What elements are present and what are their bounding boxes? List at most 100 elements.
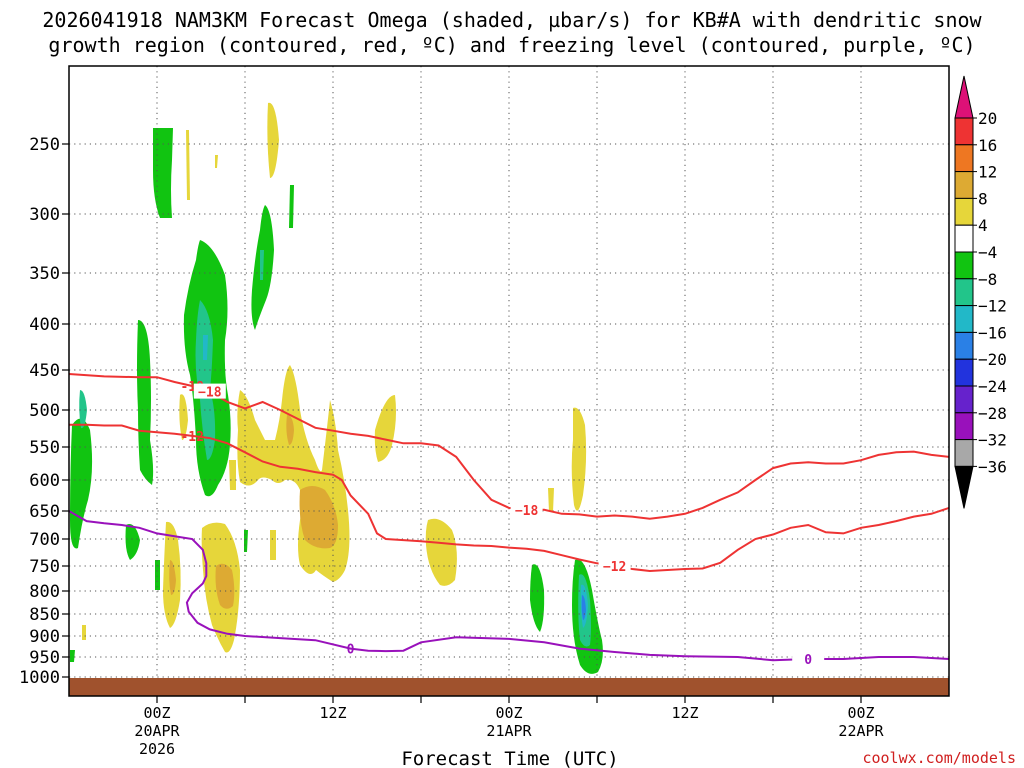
- colorbar-label: −28: [978, 404, 1007, 423]
- omega-band-green: [244, 530, 248, 552]
- x-tick-label: 12Z: [319, 704, 346, 722]
- contour-label--12: -12: [180, 430, 203, 445]
- omega-band-green: [70, 650, 75, 662]
- omega-shading: [70, 102, 603, 674]
- y-tick-label: 500: [29, 401, 60, 421]
- omega-band-orange: [215, 563, 235, 609]
- contour-label--18: −18: [515, 504, 539, 519]
- colorbar-label: 4: [978, 216, 988, 235]
- omega-band-orange: [299, 486, 338, 549]
- contour-label-0: 0: [347, 643, 355, 658]
- colorbar-band: [954, 439, 974, 467]
- omega-band-green: [153, 128, 173, 218]
- omega-band-yellow: [267, 102, 279, 178]
- x-tick-label: 2026: [139, 740, 175, 758]
- colorbar-band: [954, 144, 974, 173]
- colorbar-band: [954, 251, 974, 280]
- contour-lines: -18-120−18−18−120: [68, 373, 950, 668]
- omega-band-cyan: [203, 335, 208, 360]
- colorbar-band: [954, 358, 974, 387]
- omega-band-yellow: [229, 460, 236, 490]
- omega-band-yellow: [270, 530, 276, 560]
- contour-label-0: 0: [804, 653, 812, 668]
- contour-label-bg: [510, 501, 543, 517]
- colorbar-band: [954, 278, 974, 307]
- chart-title-line2: growth region (contoured, red, ºC) and f…: [48, 33, 975, 57]
- contour-line--12: [69, 423, 950, 573]
- x-tick-label: 00Z: [143, 704, 170, 722]
- colorbar-top-arrow: [954, 75, 974, 119]
- omega-band-green: [125, 524, 140, 560]
- colorbar-label: −12: [978, 297, 1007, 316]
- colorbar-band: [954, 412, 974, 441]
- colorbar-label: 12: [978, 163, 997, 182]
- y-tick-label: 250: [29, 135, 60, 155]
- colorbar-band: [954, 385, 974, 414]
- contour-label--18: −18: [198, 386, 222, 401]
- colorbar-label: −36: [978, 457, 1007, 476]
- y-axis: 2503003504004505005506006507007508008509…: [19, 135, 69, 688]
- omega-band-yellow: [237, 365, 350, 582]
- credit-text: coolwx.com/models: [862, 749, 1016, 767]
- colorbar-label: −24: [978, 377, 1007, 396]
- x-tick-label: 21APR: [486, 722, 532, 740]
- omega-band-yellow: [548, 488, 554, 512]
- x-tick-label: 00Z: [847, 704, 874, 722]
- colorbar-label: −16: [978, 323, 1007, 342]
- omega-band-green: [70, 418, 93, 549]
- colorbar-band: [954, 171, 974, 199]
- y-tick-label: 750: [29, 557, 60, 577]
- y-tick-label: 800: [29, 582, 60, 602]
- y-tick-label: 600: [29, 471, 60, 491]
- colorbar-label: 8: [978, 189, 988, 208]
- y-tick-label: 1000: [19, 668, 60, 688]
- y-tick-label: 900: [29, 627, 60, 647]
- colorbar-band: [954, 197, 974, 226]
- x-tick-label: 00Z: [495, 704, 522, 722]
- y-tick-label: 450: [29, 361, 60, 381]
- omega-band-yellow: [82, 625, 86, 640]
- omega-band-yellow: [571, 407, 587, 511]
- colorbar-band: [954, 224, 974, 253]
- colorbar-band: [954, 331, 974, 360]
- colorbar-label: −8: [978, 270, 997, 289]
- y-tick-label: 700: [29, 530, 60, 550]
- omega-band-orange: [169, 560, 176, 595]
- x-tick-label: 22APR: [838, 722, 884, 740]
- y-tick-label: 650: [29, 502, 60, 522]
- y-tick-label: 300: [29, 205, 60, 225]
- omega-band-yellow: [215, 155, 218, 168]
- contour-label-bg: [792, 651, 825, 666]
- contour-line-0: [68, 510, 950, 662]
- omega-band-teal: [260, 250, 264, 280]
- omega-band-green: [155, 560, 160, 590]
- contour-label--12: −12: [603, 560, 626, 575]
- omega-band-green: [137, 320, 154, 485]
- y-tick-label: 950: [29, 648, 60, 668]
- omega-band-teal: [195, 300, 216, 460]
- y-tick-label: 850: [29, 605, 60, 625]
- colorbar-band: [954, 305, 974, 333]
- colorbar-label: −20: [978, 350, 1007, 369]
- omega-band-yellow: [179, 394, 188, 440]
- colorbar-label: −32: [978, 431, 1007, 450]
- omega-band-teal: [79, 390, 87, 429]
- omega-band-green: [289, 185, 294, 228]
- y-tick-label: 400: [29, 315, 60, 335]
- omega-band-orange: [286, 415, 294, 445]
- colorbar-band: [954, 117, 974, 146]
- x-tick-label: 12Z: [671, 704, 698, 722]
- x-tick-label: 20APR: [134, 722, 180, 740]
- colorbar: 20 16 12 8 4 −4 −8 −12 −16 −20 −24 −28 −32 −36: [954, 75, 1007, 509]
- omega-band-yellow: [374, 395, 396, 462]
- ground-surface: [69, 678, 949, 696]
- colorbar-label: 16: [978, 136, 997, 155]
- contour-label-bg: [193, 383, 226, 399]
- y-tick-label: 350: [29, 264, 60, 284]
- colorbar-label: −4: [978, 243, 997, 262]
- omega-band-yellow: [186, 130, 190, 200]
- colorbar-bottom-arrow: [954, 465, 974, 509]
- y-tick-label: 550: [29, 438, 60, 458]
